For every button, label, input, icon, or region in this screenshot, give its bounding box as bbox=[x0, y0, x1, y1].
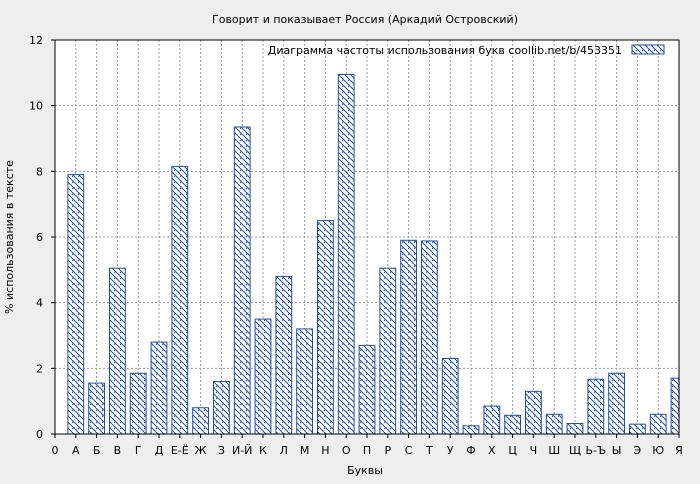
legend-label: Диаграмма частоты использования букв coo… bbox=[268, 44, 622, 57]
x-tick-label: Н bbox=[321, 444, 329, 457]
bar-Ы bbox=[608, 372, 626, 434]
bar-Н bbox=[317, 220, 334, 434]
bar-Л bbox=[275, 275, 293, 434]
y-tick-label: 10 bbox=[29, 100, 43, 113]
x-tick-label: Ю bbox=[652, 444, 664, 457]
bar-Б bbox=[88, 382, 105, 434]
bar-С bbox=[400, 239, 418, 434]
x-tick-label: Д bbox=[155, 444, 164, 457]
y-tick-label: 0 bbox=[36, 428, 43, 441]
x-tick-label: Р bbox=[384, 444, 391, 457]
x-tick-label: Ч bbox=[530, 444, 538, 457]
x-tick-label: В bbox=[114, 444, 122, 457]
bar-Э bbox=[629, 423, 646, 434]
x-tick-label: Л bbox=[280, 444, 288, 457]
x-axis-label: Буквы bbox=[347, 464, 383, 477]
x-tick-label: Ц bbox=[508, 444, 517, 457]
bar-В bbox=[109, 267, 126, 434]
bar-А bbox=[67, 174, 85, 434]
bar-К bbox=[254, 318, 272, 434]
x-tick-label: С bbox=[405, 444, 413, 457]
x-tick-label: Я bbox=[675, 444, 683, 457]
x-tick-label: У bbox=[447, 444, 454, 457]
x-tick-label: Ф bbox=[466, 444, 475, 457]
x-tick-label: И-Й bbox=[232, 444, 252, 457]
x-tick-label: Ж bbox=[195, 444, 207, 457]
x-tick-label: Е-Ё bbox=[171, 444, 189, 457]
y-tick-label: 8 bbox=[36, 165, 43, 178]
y-tick-label: 2 bbox=[36, 362, 43, 375]
legend-swatch bbox=[631, 44, 665, 55]
bar-У bbox=[441, 357, 459, 434]
bar-Ж bbox=[192, 407, 209, 434]
bar-Ч bbox=[525, 390, 542, 434]
bar-Х bbox=[483, 405, 501, 434]
y-tick-label: 4 bbox=[36, 297, 43, 310]
bar-Щ bbox=[566, 422, 584, 434]
x-tick-label: Х bbox=[488, 444, 496, 457]
chart-title: Говорит и показывает Россия (Аркадий Ост… bbox=[212, 13, 518, 26]
x-tick-label: Ы bbox=[612, 444, 622, 457]
x-tick-label: Т bbox=[425, 444, 433, 457]
bar-Ь-Ъ bbox=[587, 378, 605, 434]
bar-Д bbox=[150, 341, 168, 434]
x-tick-label: К bbox=[259, 444, 267, 457]
legend: Диаграмма частоты использования букв coo… bbox=[268, 44, 665, 57]
bar-З bbox=[213, 380, 230, 434]
bar-Е-Ё bbox=[171, 165, 189, 434]
x-tick-label: О bbox=[342, 444, 351, 457]
x-tick-label: Э bbox=[634, 444, 642, 457]
bar-Ц bbox=[504, 414, 522, 434]
x-tick-label: Ь-Ъ bbox=[585, 444, 606, 457]
x-tick-label: А bbox=[72, 444, 80, 457]
y-axis-label: % использования в тексте bbox=[3, 160, 16, 314]
y-axis: 0 2 4 6 8 10 12 bbox=[29, 34, 55, 441]
y-tick-label: 12 bbox=[29, 34, 43, 47]
y-tick-label: 6 bbox=[36, 231, 43, 244]
x-tick-label: Ш bbox=[548, 444, 560, 457]
bar-Ш bbox=[545, 413, 563, 434]
x-tick-label: Г bbox=[135, 444, 142, 457]
x-tick-label: З bbox=[218, 444, 225, 457]
bar-Р bbox=[379, 267, 397, 434]
bar-О bbox=[337, 73, 355, 434]
bars bbox=[67, 73, 679, 434]
bar-Т bbox=[421, 240, 438, 434]
bar-П bbox=[358, 344, 376, 434]
bar-Ф bbox=[462, 425, 480, 434]
bar-М bbox=[296, 328, 314, 434]
x-tick-label: 0 bbox=[52, 444, 59, 457]
x-tick-label: Щ bbox=[569, 444, 581, 457]
x-tick-label: П bbox=[363, 444, 371, 457]
bar-Ю bbox=[649, 413, 667, 434]
x-axis: 0 А Б В Г Д Е-Ё Ж З И-Й К Л М Н О П Р С Т У Ф Х Ц Ч Ш Щ Ь-Ъ Ы Э Ю Я bbox=[52, 434, 683, 457]
x-tick-label: Б bbox=[93, 444, 101, 457]
bar-И-Й bbox=[233, 126, 251, 434]
x-tick-label: М bbox=[300, 444, 310, 457]
bar-Г bbox=[129, 372, 147, 434]
